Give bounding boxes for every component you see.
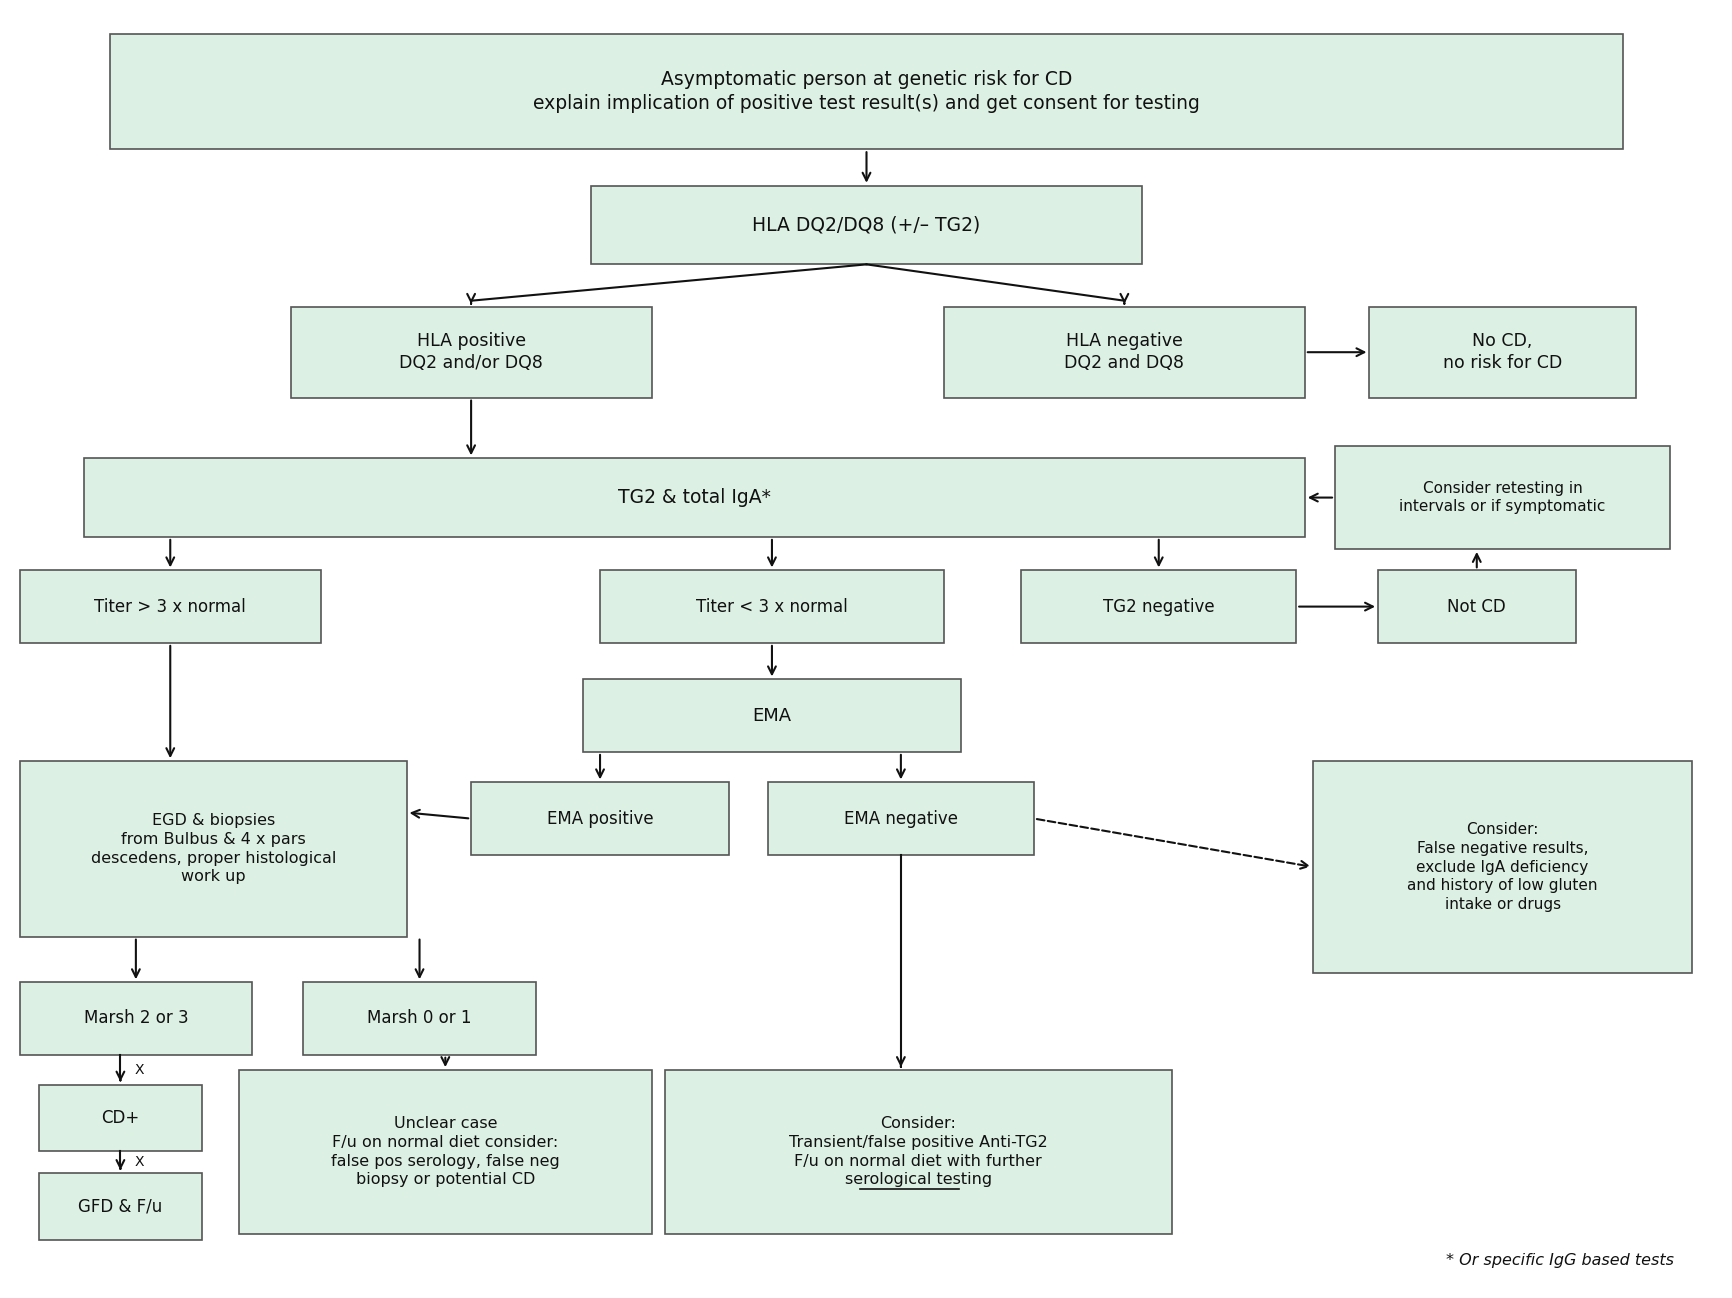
Text: X: X bbox=[133, 1155, 144, 1169]
Text: * Or specific IgG based tests: * Or specific IgG based tests bbox=[1446, 1254, 1673, 1268]
FancyBboxPatch shape bbox=[303, 983, 535, 1055]
Text: Not CD: Not CD bbox=[1446, 597, 1505, 615]
Text: Consider:
Transient/false positive Anti-TG2
F/u on normal diet with further
sero: Consider: Transient/false positive Anti-… bbox=[788, 1116, 1046, 1188]
Text: GFD & F/u: GFD & F/u bbox=[78, 1197, 163, 1215]
Text: X: X bbox=[133, 1063, 144, 1076]
FancyBboxPatch shape bbox=[582, 679, 961, 752]
Text: Asymptomatic person at genetic risk for CD
explain implication of positive test : Asymptomatic person at genetic risk for … bbox=[533, 70, 1199, 113]
FancyBboxPatch shape bbox=[1313, 761, 1690, 974]
FancyBboxPatch shape bbox=[19, 983, 251, 1055]
Text: EMA positive: EMA positive bbox=[546, 810, 653, 828]
Text: HLA negative
DQ2 and DQ8: HLA negative DQ2 and DQ8 bbox=[1063, 332, 1183, 373]
Text: TG2 negative: TG2 negative bbox=[1102, 597, 1214, 615]
Text: HLA positive
DQ2 and/or DQ8: HLA positive DQ2 and/or DQ8 bbox=[398, 332, 542, 373]
Text: Unclear case
F/u on normal diet consider:
false pos serology, false neg
biopsy o: Unclear case F/u on normal diet consider… bbox=[331, 1116, 559, 1188]
FancyBboxPatch shape bbox=[1377, 570, 1574, 643]
FancyBboxPatch shape bbox=[239, 1070, 651, 1233]
Text: EGD & biopsies
from Bulbus & 4 x pars
descedens, proper histological
work up: EGD & biopsies from Bulbus & 4 x pars de… bbox=[90, 814, 336, 884]
Text: Consider:
False negative results,
exclude IgA deficiency
and history of low glut: Consider: False negative results, exclud… bbox=[1406, 823, 1597, 911]
Text: Marsh 2 or 3: Marsh 2 or 3 bbox=[83, 1010, 189, 1028]
Text: CD+: CD+ bbox=[100, 1108, 140, 1127]
FancyBboxPatch shape bbox=[591, 186, 1141, 265]
Text: Titer < 3 x normal: Titer < 3 x normal bbox=[696, 597, 847, 615]
FancyBboxPatch shape bbox=[599, 570, 944, 643]
Text: Marsh 0 or 1: Marsh 0 or 1 bbox=[367, 1010, 471, 1028]
FancyBboxPatch shape bbox=[663, 1070, 1171, 1233]
FancyBboxPatch shape bbox=[1368, 306, 1635, 397]
FancyBboxPatch shape bbox=[85, 458, 1304, 537]
FancyBboxPatch shape bbox=[19, 761, 407, 937]
FancyBboxPatch shape bbox=[19, 570, 320, 643]
FancyBboxPatch shape bbox=[1334, 447, 1670, 549]
FancyBboxPatch shape bbox=[291, 306, 651, 397]
FancyBboxPatch shape bbox=[944, 306, 1304, 397]
FancyBboxPatch shape bbox=[767, 783, 1034, 855]
FancyBboxPatch shape bbox=[38, 1173, 203, 1240]
Text: No CD,
no risk for CD: No CD, no risk for CD bbox=[1443, 332, 1561, 373]
FancyBboxPatch shape bbox=[471, 783, 729, 855]
Text: Titer > 3 x normal: Titer > 3 x normal bbox=[94, 597, 246, 615]
Text: Consider retesting in
intervals or if symptomatic: Consider retesting in intervals or if sy… bbox=[1398, 480, 1606, 514]
FancyBboxPatch shape bbox=[38, 1085, 203, 1151]
FancyBboxPatch shape bbox=[1020, 570, 1296, 643]
Text: HLA DQ2/DQ8 (+/– TG2): HLA DQ2/DQ8 (+/– TG2) bbox=[752, 215, 980, 235]
Text: TG2 & total IgA*: TG2 & total IgA* bbox=[618, 488, 771, 508]
Text: EMA: EMA bbox=[752, 706, 792, 724]
FancyBboxPatch shape bbox=[111, 34, 1621, 149]
Text: EMA negative: EMA negative bbox=[843, 810, 958, 828]
